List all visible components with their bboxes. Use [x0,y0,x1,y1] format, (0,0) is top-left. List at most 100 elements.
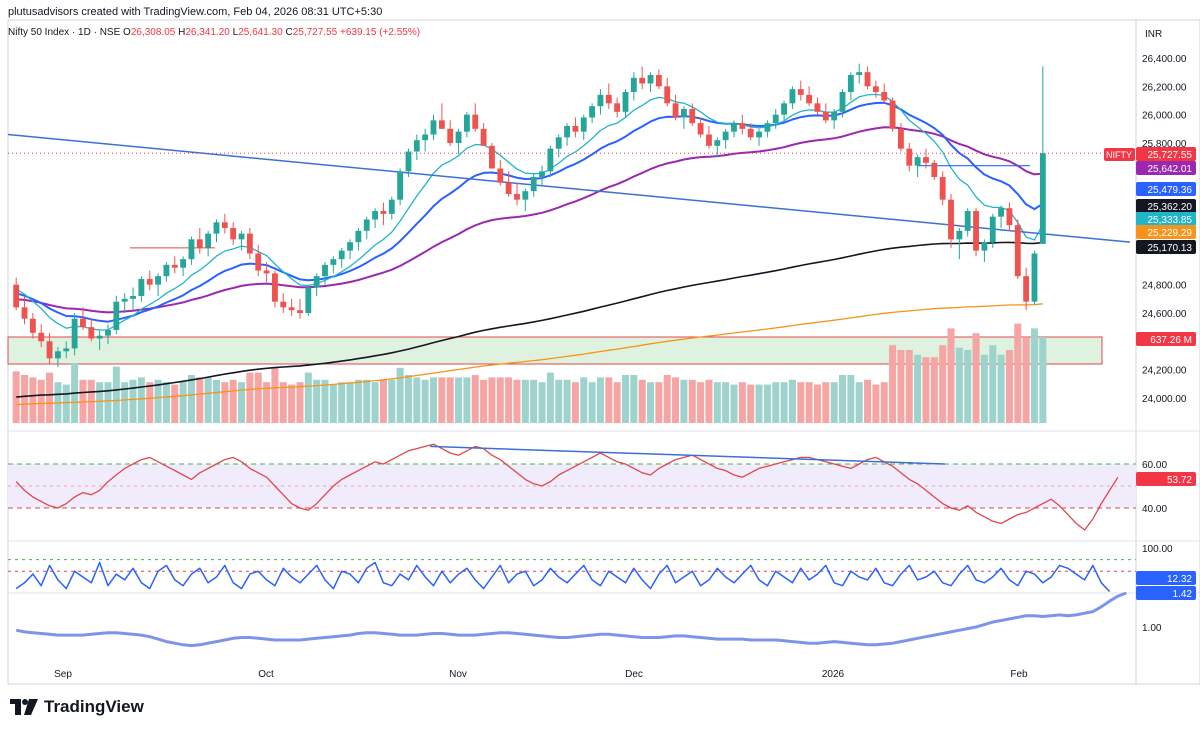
volume-bar [905,350,913,423]
volume-bar [613,382,621,423]
price-tag-close: 25,727.55 [1148,150,1193,161]
volume-bar [630,375,638,423]
volume-bar [647,382,655,423]
candle-body [405,151,412,172]
candle-body [731,123,737,132]
candle-body [998,208,1005,217]
volume-tag-bg [1136,332,1196,346]
candle-body [964,211,971,231]
candle-body [430,120,437,135]
volume-bar [955,347,963,423]
open-label: O [123,27,131,38]
symbol-name[interactable]: Nifty 50 Index · 1D · NSE [8,27,121,38]
candle-body [155,276,161,285]
ratio-tick-label: 1.00 [1142,623,1162,634]
ema-cyan-line [15,93,1044,331]
volume-bar [889,345,897,423]
volume-bar [29,377,37,423]
candle-body [63,348,70,352]
volume-bar [296,382,304,423]
candle-body [338,250,345,260]
candle-body [597,94,604,107]
price-tag-cyan: 25,333.85 [1148,215,1193,226]
volume-bar [680,379,688,423]
volume-bar [321,379,329,423]
tradingview-logo[interactable]: TradingView [10,697,144,717]
volume-bar [404,375,412,423]
volume-bar [430,377,438,423]
volume-bar [388,379,396,423]
candle-body [989,216,996,243]
volume-bar [229,379,237,423]
attribution-text: plutusadvisors created with TradingView.… [8,6,383,18]
candle-body [238,233,245,240]
candle-body [547,148,554,172]
volume-bar [797,382,805,423]
candle-body [330,259,337,265]
volume-bar [204,377,212,423]
candle-body [272,273,278,302]
volume-bar [980,354,988,423]
volume-bar [1014,323,1022,423]
osc-line [15,561,1111,593]
volume-bar [480,379,488,423]
volume-bar [413,377,421,423]
volume-bar [805,382,813,423]
candle-body [263,270,270,274]
candle-body [1039,153,1046,244]
nifty-tag-bg [1104,148,1135,161]
time-axis-label: Nov [449,669,467,680]
volume-bar [263,382,271,423]
price-tag-black-1: 25,362.20 [1148,202,1193,213]
candle-body [188,239,195,260]
candle-body [180,259,187,268]
candle-body [973,211,979,251]
rsi-trendline [429,445,946,465]
price-tag-cyan-bg [1136,212,1196,226]
volume-bar [171,384,179,423]
candle-body [80,318,86,328]
osc-tick-label: 100.00 [1142,544,1173,555]
close-value: 25,727.55 [292,27,338,38]
volume-bar [338,382,346,423]
candle-body [906,148,913,166]
price-tag-blue-bg [1136,182,1196,196]
price-tag-black-2-bg [1136,240,1196,254]
volume-bar [964,350,972,423]
volume-bar [538,382,546,423]
volume-bar [838,375,847,423]
volume-bar [238,382,246,423]
candle-body [539,171,545,177]
price-tick-label: 25,800.00 [1142,139,1187,150]
volume-bar [121,382,129,423]
volume-bar [672,377,680,423]
volume-bar [96,382,104,423]
price-tag-orange: 25,229.29 [1148,228,1193,239]
candle-body [13,284,20,308]
volume-bar [329,384,337,423]
volume-bar [505,377,513,423]
volume-bar [872,384,880,423]
volume-bar [313,379,321,423]
candle-body [497,168,504,183]
candle-body [288,307,295,311]
volume-bar [162,382,170,423]
candle-body [931,162,938,177]
candle-body [522,191,529,200]
time-axis-label: Oct [258,669,274,680]
volume-bar [304,372,312,423]
volume-tag: 637.26 M [1150,335,1192,346]
volume-bar [772,382,780,423]
candle-body [355,230,362,243]
volume-bar [855,382,863,423]
volume-bar [972,333,980,423]
candle-body [280,301,287,308]
candle-body [847,75,854,92]
volume-bar [822,382,830,423]
volume-bar [914,354,922,423]
volume-bar [747,384,755,423]
candle-body [706,134,712,146]
volume-bar [488,377,496,423]
candle-body [105,330,111,336]
